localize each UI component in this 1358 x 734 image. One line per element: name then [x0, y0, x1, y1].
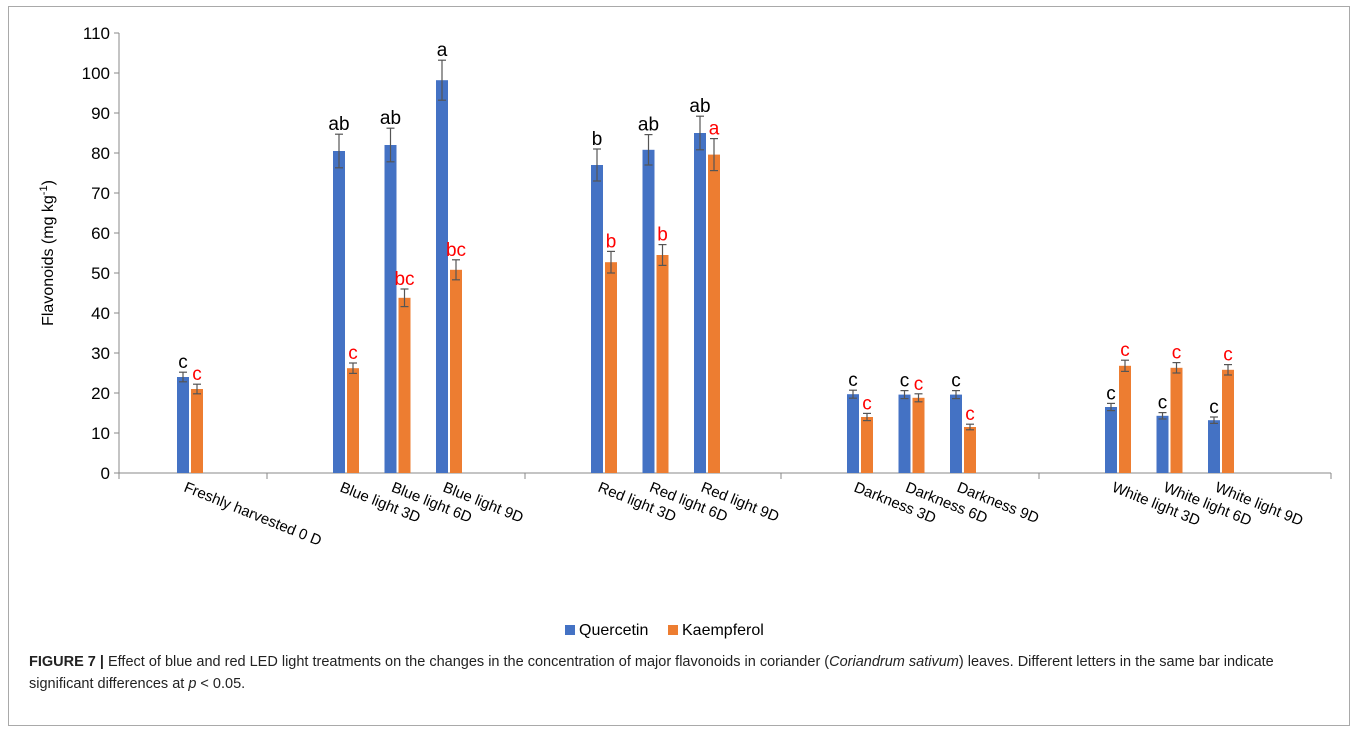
- significance-letter: ab: [380, 108, 401, 129]
- y-tick-label: 0: [101, 464, 110, 483]
- significance-letter: bc: [446, 240, 466, 261]
- caption-text-3: < 0.05.: [196, 676, 246, 692]
- significance-letter: c: [951, 371, 961, 392]
- bar-kaempferol: [861, 417, 873, 473]
- legend-label-kaempferol: Kaempferol: [682, 622, 764, 639]
- bar-kaempferol: [708, 154, 720, 473]
- bar-quercetin: [950, 394, 962, 473]
- caption-text-1: Effect of blue and red LED light treatme…: [103, 654, 830, 670]
- legend-label-quercetin: Quercetin: [579, 622, 648, 639]
- legend-swatch-quercetin: [565, 625, 575, 635]
- significance-letter: c: [348, 343, 358, 364]
- significance-letter: c: [965, 404, 975, 425]
- bar-quercetin: [384, 145, 397, 473]
- bar-quercetin: [1156, 415, 1169, 473]
- significance-letter: c: [192, 364, 202, 385]
- y-tick-label: 60: [91, 224, 110, 243]
- y-tick-label: 20: [91, 384, 110, 403]
- bar-quercetin: [1208, 420, 1220, 473]
- legend-swatch-kaempferol: [668, 625, 678, 635]
- significance-letter: bc: [394, 269, 414, 290]
- significance-letter: c: [848, 370, 858, 391]
- significance-letter: c: [1223, 345, 1233, 366]
- significance-letter: c: [1106, 383, 1116, 404]
- significance-letter: c: [914, 374, 924, 395]
- bar-kaempferol: [191, 389, 203, 473]
- bar-quercetin: [333, 151, 345, 473]
- bar-chart: 0 10 20 30 40 50 60 70 80 90 100 110 Flavonoids (mg …: [38, 24, 1332, 639]
- bar-kaempferol: [398, 297, 411, 473]
- bar-kaempferol: [1170, 367, 1183, 473]
- significance-letter: c: [1209, 397, 1219, 418]
- significance-letter: c: [900, 371, 910, 392]
- significance-letter: b: [657, 225, 668, 246]
- bar-quercetin: [847, 394, 859, 473]
- bar-kaempferol: [347, 368, 359, 473]
- significance-letter: c: [1172, 343, 1182, 364]
- significance-letter: a: [709, 119, 720, 140]
- y-tick-label: 80: [91, 144, 110, 163]
- significance-letter: ab: [638, 115, 659, 136]
- bar-kaempferol: [450, 269, 462, 473]
- significance-letter: c: [178, 352, 188, 373]
- bar-kaempferol: [964, 427, 976, 473]
- caption-species: Coriandrum sativum: [829, 654, 959, 670]
- caption-label: FIGURE 7 |: [29, 654, 104, 670]
- y-tick-label: 40: [91, 304, 110, 323]
- bar-quercetin: [898, 394, 911, 473]
- caption-text-2: ) leaves. Different letters in the same …: [29, 654, 1274, 692]
- y-tick-label: 30: [91, 344, 110, 363]
- bar-kaempferol: [605, 262, 617, 473]
- y-tick-label: 110: [83, 24, 110, 43]
- significance-letter: b: [606, 231, 617, 252]
- bar-quercetin: [694, 133, 706, 473]
- x-category-label: Freshly harvested 0 D: [182, 479, 325, 550]
- significance-letter: c: [862, 393, 872, 414]
- bar-kaempferol: [1119, 365, 1131, 473]
- y-tick-label: 100: [82, 64, 110, 83]
- significance-letter: c: [1120, 340, 1130, 361]
- y-tick-label: 50: [91, 264, 110, 283]
- significance-letter: b: [592, 129, 603, 150]
- bar-quercetin: [1105, 407, 1117, 473]
- bar-kaempferol: [1222, 369, 1234, 473]
- bar-quercetin: [642, 149, 655, 474]
- significance-letter: a: [437, 40, 448, 61]
- bar-quercetin: [436, 80, 448, 473]
- y-tick-label: 10: [91, 424, 110, 443]
- significance-letter: ab: [689, 96, 710, 117]
- bar-kaempferol: [656, 255, 669, 473]
- significance-letter: ab: [328, 114, 349, 135]
- significance-letter: c: [1158, 393, 1168, 414]
- y-tick-label: 70: [91, 184, 110, 203]
- bar-kaempferol: [912, 397, 925, 473]
- caption-p-variable: p: [188, 676, 197, 692]
- figure-caption: FIGURE 7 | Effect of blue and red LED li…: [29, 651, 1339, 695]
- y-tick-label: 90: [91, 104, 110, 123]
- bar-quercetin: [177, 377, 189, 473]
- figure-frame: 0 10 20 30 40 50 60 70 80 90 100 110 Flavonoids (mg …: [8, 6, 1350, 726]
- bar-quercetin: [591, 165, 603, 473]
- y-axis-title: Flavonoids (mg kg-1): [38, 180, 57, 326]
